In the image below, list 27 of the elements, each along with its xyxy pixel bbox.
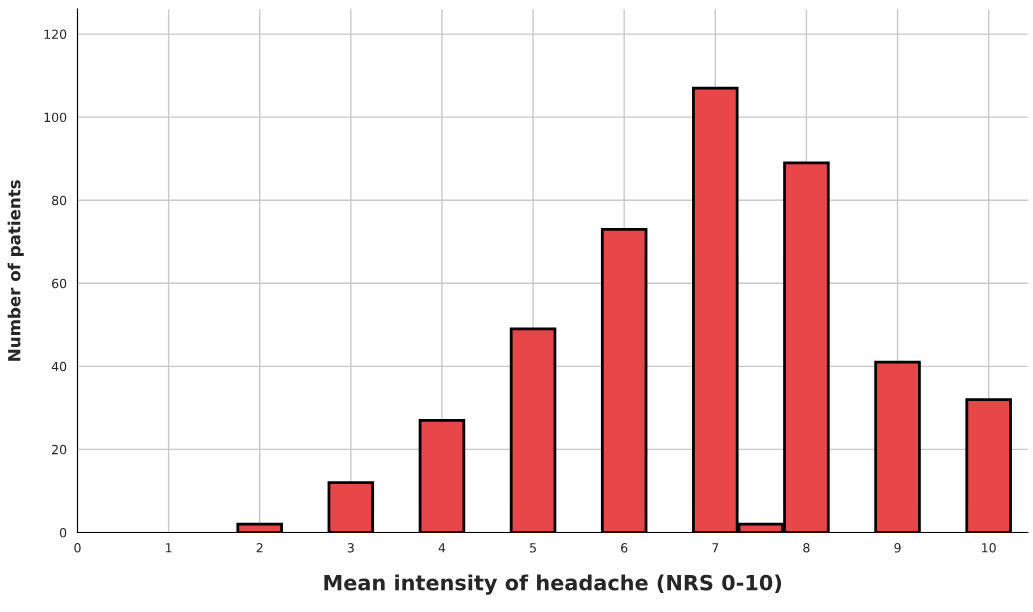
x-tick-label: 3 — [347, 543, 354, 553]
y-tick-label: 80 — [52, 195, 67, 206]
x-tick-label: 10 — [982, 543, 996, 553]
bar — [600, 227, 648, 533]
y-tick-label: 0 — [59, 527, 67, 538]
x-tick-label: 6 — [621, 543, 628, 553]
x-tick-label: 1 — [165, 543, 172, 553]
y-tick-label: 40 — [51, 361, 67, 372]
y-tick-label: 120 — [44, 29, 67, 40]
bar — [327, 481, 375, 533]
y-axis-title: Number of patients — [7, 180, 24, 361]
x-tick-label: 7 — [712, 543, 719, 553]
x-tick-label: 4 — [438, 543, 446, 553]
x-tick-label: 9 — [894, 543, 901, 553]
bar — [965, 398, 1012, 533]
x-tick-label: 2 — [256, 543, 263, 553]
y-tick-label: 100 — [44, 112, 67, 123]
y-tick-label: 20 — [52, 444, 67, 455]
y-tick-label: 60 — [52, 278, 67, 289]
x-axis-title: Mean intensity of headache (NRS 0-10) — [324, 574, 782, 595]
x-tick-label: 8 — [803, 543, 810, 553]
x-tick-label: 0 — [74, 543, 81, 553]
x-tick-label: 5 — [530, 543, 536, 553]
bar — [874, 360, 921, 533]
bar — [509, 327, 557, 533]
bar — [236, 522, 283, 533]
bar — [418, 418, 466, 533]
